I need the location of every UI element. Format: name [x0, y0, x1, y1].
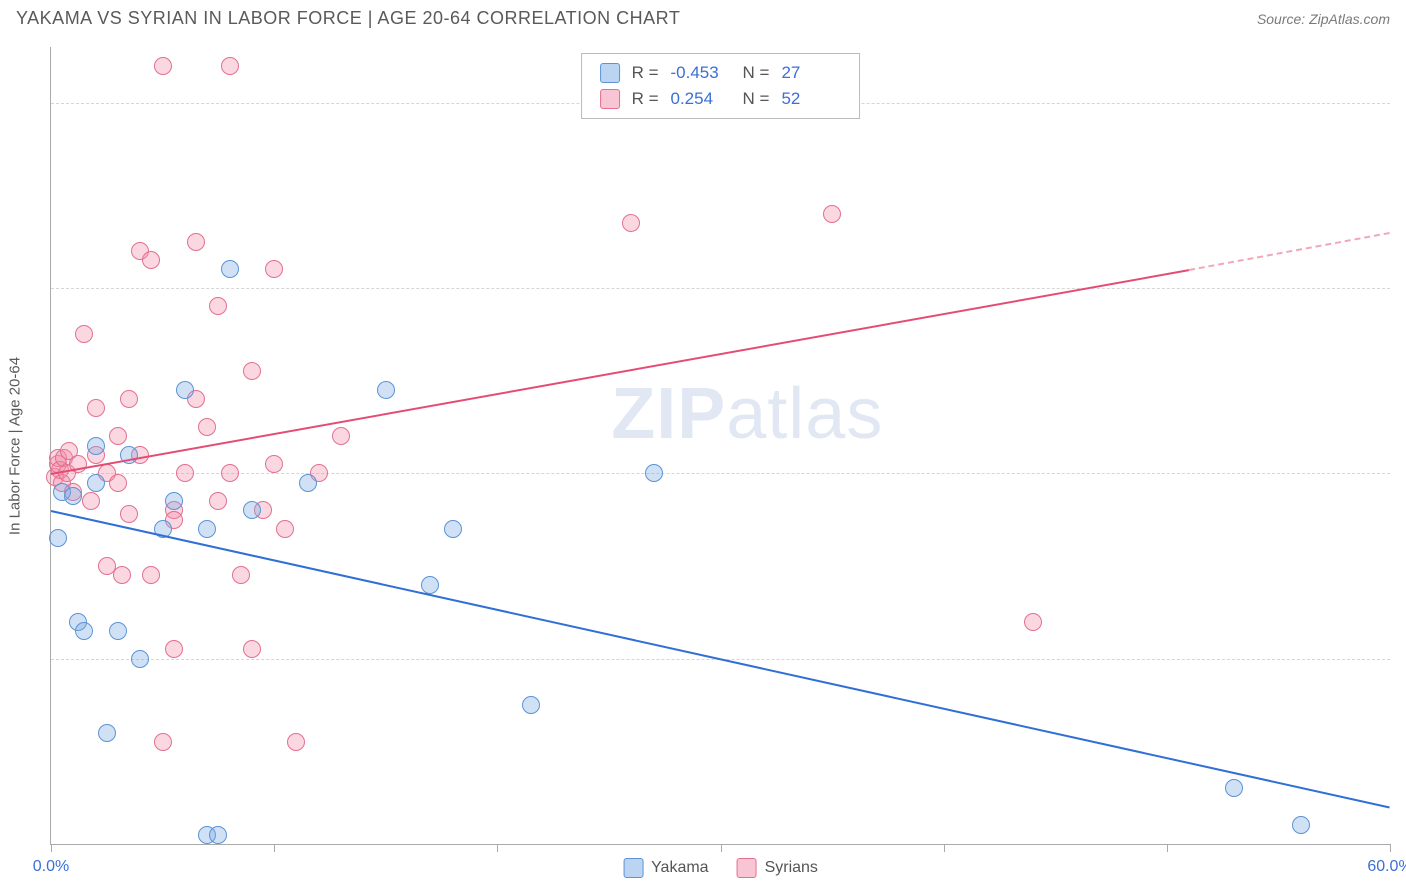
ytick-label: 80.0% — [1396, 464, 1406, 482]
scatter-point-syrians — [142, 251, 160, 269]
trendline-syrians-ext — [1189, 232, 1390, 271]
scatter-point-syrians — [209, 297, 227, 315]
n-value-b: 52 — [781, 86, 841, 112]
r-value-b: 0.254 — [671, 86, 731, 112]
ytick-label: 90.0% — [1396, 279, 1406, 297]
legend-label-a: Yakama — [651, 859, 709, 877]
scatter-point-syrians — [243, 640, 261, 658]
scatter-point-yakama — [87, 474, 105, 492]
scatter-point-yakama — [243, 501, 261, 519]
xtick — [274, 844, 275, 852]
scatter-point-yakama — [98, 724, 116, 742]
xtick — [1390, 844, 1391, 852]
scatter-point-yakama — [64, 487, 82, 505]
scatter-point-syrians — [265, 260, 283, 278]
swatch-yakama-icon — [623, 858, 643, 878]
swatch-syrians-icon — [737, 858, 757, 878]
scatter-point-syrians — [622, 214, 640, 232]
y-axis-label: In Labor Force | Age 20-64 — [7, 356, 24, 534]
scatter-point-yakama — [421, 576, 439, 594]
scatter-point-yakama — [109, 622, 127, 640]
scatter-point-yakama — [1292, 816, 1310, 834]
swatch-yakama-icon — [600, 63, 620, 83]
scatter-point-syrians — [287, 733, 305, 751]
scatter-point-syrians — [165, 640, 183, 658]
bottom-legend: Yakama Syrians — [623, 858, 818, 878]
scatter-point-yakama — [1225, 779, 1243, 797]
scatter-point-yakama — [75, 622, 93, 640]
scatter-point-syrians — [87, 399, 105, 417]
source-attribution: Source: ZipAtlas.com — [1257, 11, 1390, 27]
scatter-point-syrians — [113, 566, 131, 584]
scatter-point-syrians — [332, 427, 350, 445]
xtick — [944, 844, 945, 852]
scatter-point-yakama — [444, 520, 462, 538]
scatter-point-syrians — [243, 362, 261, 380]
scatter-point-yakama — [198, 520, 216, 538]
xtick-label: 0.0% — [33, 858, 69, 876]
scatter-point-yakama — [522, 696, 540, 714]
scatter-point-syrians — [232, 566, 250, 584]
r-label: R = — [632, 86, 659, 112]
scatter-point-syrians — [82, 492, 100, 510]
scatter-point-yakama — [645, 464, 663, 482]
r-label: R = — [632, 60, 659, 86]
legend-label-b: Syrians — [765, 859, 818, 877]
xtick — [1167, 844, 1168, 852]
scatter-point-yakama — [299, 474, 317, 492]
scatter-point-syrians — [109, 474, 127, 492]
n-value-a: 27 — [781, 60, 841, 86]
scatter-point-syrians — [120, 390, 138, 408]
ytick-label: 100.0% — [1396, 94, 1406, 112]
scatter-point-syrians — [75, 325, 93, 343]
scatter-point-syrians — [276, 520, 294, 538]
scatter-point-syrians — [142, 566, 160, 584]
scatter-point-syrians — [823, 205, 841, 223]
xtick-label: 60.0% — [1367, 858, 1406, 876]
stats-row-b: R = 0.254 N = 52 — [600, 86, 842, 112]
scatter-point-syrians — [221, 57, 239, 75]
scatter-point-yakama — [49, 529, 67, 547]
gridline — [51, 288, 1390, 289]
n-label: N = — [743, 86, 770, 112]
scatter-point-yakama — [87, 437, 105, 455]
ytick-label: 70.0% — [1396, 650, 1406, 668]
scatter-point-syrians — [176, 464, 194, 482]
scatter-point-yakama — [165, 492, 183, 510]
n-label: N = — [743, 60, 770, 86]
plot-region: 70.0%80.0%90.0%100.0%0.0%60.0% — [51, 47, 1390, 844]
scatter-point-yakama — [131, 650, 149, 668]
scatter-point-yakama — [176, 381, 194, 399]
scatter-point-syrians — [198, 418, 216, 436]
stats-box: R = -0.453 N = 27 R = 0.254 N = 52 — [581, 53, 861, 119]
scatter-point-yakama — [377, 381, 395, 399]
scatter-point-syrians — [221, 464, 239, 482]
scatter-point-syrians — [120, 505, 138, 523]
xtick — [497, 844, 498, 852]
chart-title: YAKAMA VS SYRIAN IN LABOR FORCE | AGE 20… — [16, 8, 680, 29]
legend-item-a: Yakama — [623, 858, 709, 878]
stats-row-a: R = -0.453 N = 27 — [600, 60, 842, 86]
chart-area: In Labor Force | Age 20-64 70.0%80.0%90.… — [50, 47, 1390, 845]
scatter-point-syrians — [109, 427, 127, 445]
r-value-a: -0.453 — [671, 60, 731, 86]
swatch-syrians-icon — [600, 89, 620, 109]
xtick — [51, 844, 52, 852]
scatter-point-syrians — [187, 233, 205, 251]
scatter-point-syrians — [265, 455, 283, 473]
scatter-point-syrians — [1024, 613, 1042, 631]
legend-item-b: Syrians — [737, 858, 818, 878]
scatter-point-syrians — [154, 733, 172, 751]
scatter-point-yakama — [209, 826, 227, 844]
scatter-point-yakama — [221, 260, 239, 278]
scatter-point-syrians — [154, 57, 172, 75]
scatter-point-syrians — [209, 492, 227, 510]
gridline — [51, 473, 1390, 474]
xtick — [721, 844, 722, 852]
